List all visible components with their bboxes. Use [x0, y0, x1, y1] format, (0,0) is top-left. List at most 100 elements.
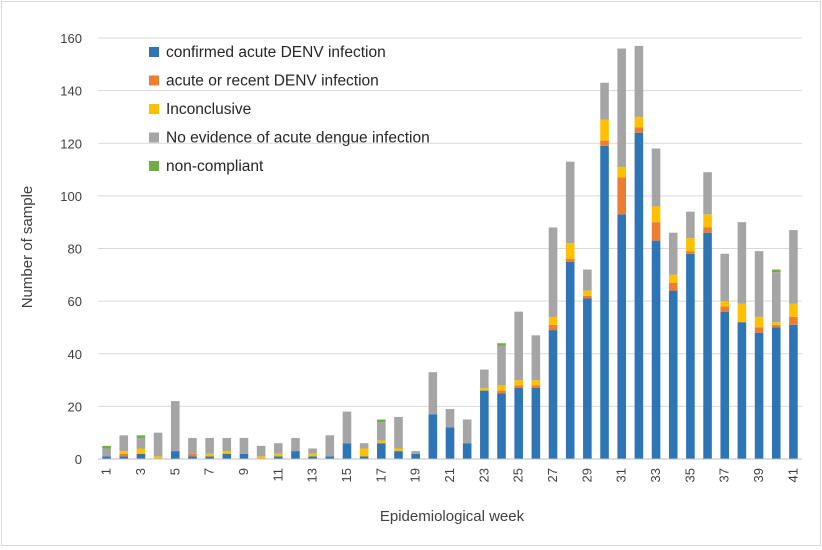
- legend-swatch: [149, 161, 159, 171]
- x-tick-label: 21: [442, 468, 457, 482]
- x-tick-label: 3: [133, 468, 148, 475]
- bar-segment: [583, 269, 592, 291]
- bar-segment: [583, 290, 592, 296]
- bar-segment: [308, 448, 317, 454]
- bars: [102, 45, 798, 459]
- bar-segment: [565, 261, 575, 459]
- bar-segment: [394, 448, 403, 452]
- x-tick-label: 7: [202, 468, 217, 475]
- bar-segment: [514, 385, 523, 388]
- bar-segment: [754, 332, 764, 459]
- bar-segment: [634, 45, 644, 117]
- bar-segment: [789, 324, 798, 459]
- bar-segment: [377, 443, 386, 459]
- bar-segment: [754, 251, 764, 317]
- bar-segment: [686, 251, 695, 254]
- bar-segment: [668, 282, 678, 291]
- x-tick-label: 1: [99, 468, 114, 475]
- bar-segment: [651, 206, 661, 223]
- bar-segment: [222, 453, 232, 459]
- bar-segment: [394, 451, 403, 459]
- y-tick-label: 140: [60, 84, 82, 99]
- bar-segment: [205, 456, 214, 459]
- bar-segment: [771, 324, 781, 328]
- bar-segment: [651, 222, 661, 241]
- bar-segment: [737, 303, 747, 323]
- bar-segment: [480, 387, 489, 391]
- bar-segment: [222, 437, 232, 452]
- bar-segment: [720, 306, 730, 312]
- x-tick-label: 9: [236, 468, 251, 475]
- bar-segment: [531, 385, 541, 388]
- bar-segment: [514, 311, 523, 381]
- x-tick-label: 27: [545, 468, 560, 482]
- x-axis-title: Epidemiological week: [380, 508, 525, 525]
- bar-segment: [308, 456, 317, 459]
- bar-segment: [497, 345, 506, 386]
- bar-segment: [428, 372, 438, 415]
- bar-segment: [153, 432, 163, 457]
- legend-swatch: [149, 104, 159, 114]
- bar-segment: [411, 453, 420, 459]
- bar-segment: [377, 422, 386, 441]
- bar-segment: [102, 456, 111, 459]
- bar-segment: [222, 451, 232, 454]
- legend-label: Inconclusive: [166, 101, 251, 118]
- bar-segment: [531, 387, 541, 459]
- bar-segment: [136, 448, 146, 454]
- bar-segment: [256, 445, 266, 457]
- bar-segment: [256, 456, 266, 459]
- bar-segment: [668, 232, 678, 275]
- legend-swatch: [149, 47, 159, 57]
- bar-segment: [617, 166, 626, 178]
- bar-segment: [686, 253, 695, 459]
- bar-segment: [600, 119, 609, 141]
- bar-segment: [737, 322, 747, 459]
- bar-segment: [153, 456, 163, 459]
- legend-label: confirmed acute DENV infection: [166, 44, 386, 61]
- bar-segment: [205, 437, 214, 454]
- bar-segment: [771, 272, 781, 323]
- bar-segment: [136, 437, 146, 449]
- bar-segment: [668, 274, 678, 283]
- bar-segment: [651, 148, 661, 207]
- legend-label: No evidence of acute dengue infection: [166, 130, 430, 147]
- y-tick-label: 0: [75, 452, 82, 467]
- bar-segment: [359, 448, 369, 457]
- legend-swatch: [149, 75, 159, 86]
- bar-segment: [239, 437, 249, 454]
- x-tick-label: 11: [270, 468, 285, 482]
- bar-segment: [531, 335, 541, 381]
- x-tick-labels: 1 3 5 7 9 11 13 15 17 19 21 23 25 27 29 31 33 35 37 39 41: [99, 468, 801, 482]
- bar-segment: [291, 437, 300, 452]
- bar-segment: [617, 48, 626, 167]
- bar-segment: [325, 456, 335, 459]
- x-tick-label: 25: [511, 468, 526, 482]
- bar-segment: [771, 269, 781, 273]
- bar-segment: [789, 316, 798, 325]
- bar-segment: [703, 172, 712, 215]
- bar-segment: [548, 324, 558, 331]
- x-tick-label: 41: [785, 468, 800, 482]
- bar-segment: [170, 451, 180, 459]
- legend-swatch: [149, 132, 159, 143]
- bar-segment: [583, 298, 592, 459]
- bar-segment: [274, 453, 283, 457]
- bar-segment: [703, 232, 712, 459]
- bar-segment: [531, 380, 541, 386]
- bar-segment: [514, 387, 523, 459]
- bar-segment: [514, 380, 523, 386]
- bar-segment: [359, 456, 369, 459]
- y-tick-label: 100: [60, 189, 82, 204]
- bar-segment: [600, 82, 609, 120]
- y-tick-label: 160: [60, 31, 82, 46]
- bar-segment: [617, 177, 626, 215]
- bar-segment: [188, 453, 197, 457]
- bar-segment: [102, 448, 111, 457]
- bar-segment: [480, 390, 489, 459]
- y-tick-label: 20: [68, 399, 82, 414]
- x-tick-label: 33: [648, 468, 663, 482]
- bar-segment: [754, 316, 764, 328]
- bar-segment: [102, 445, 111, 449]
